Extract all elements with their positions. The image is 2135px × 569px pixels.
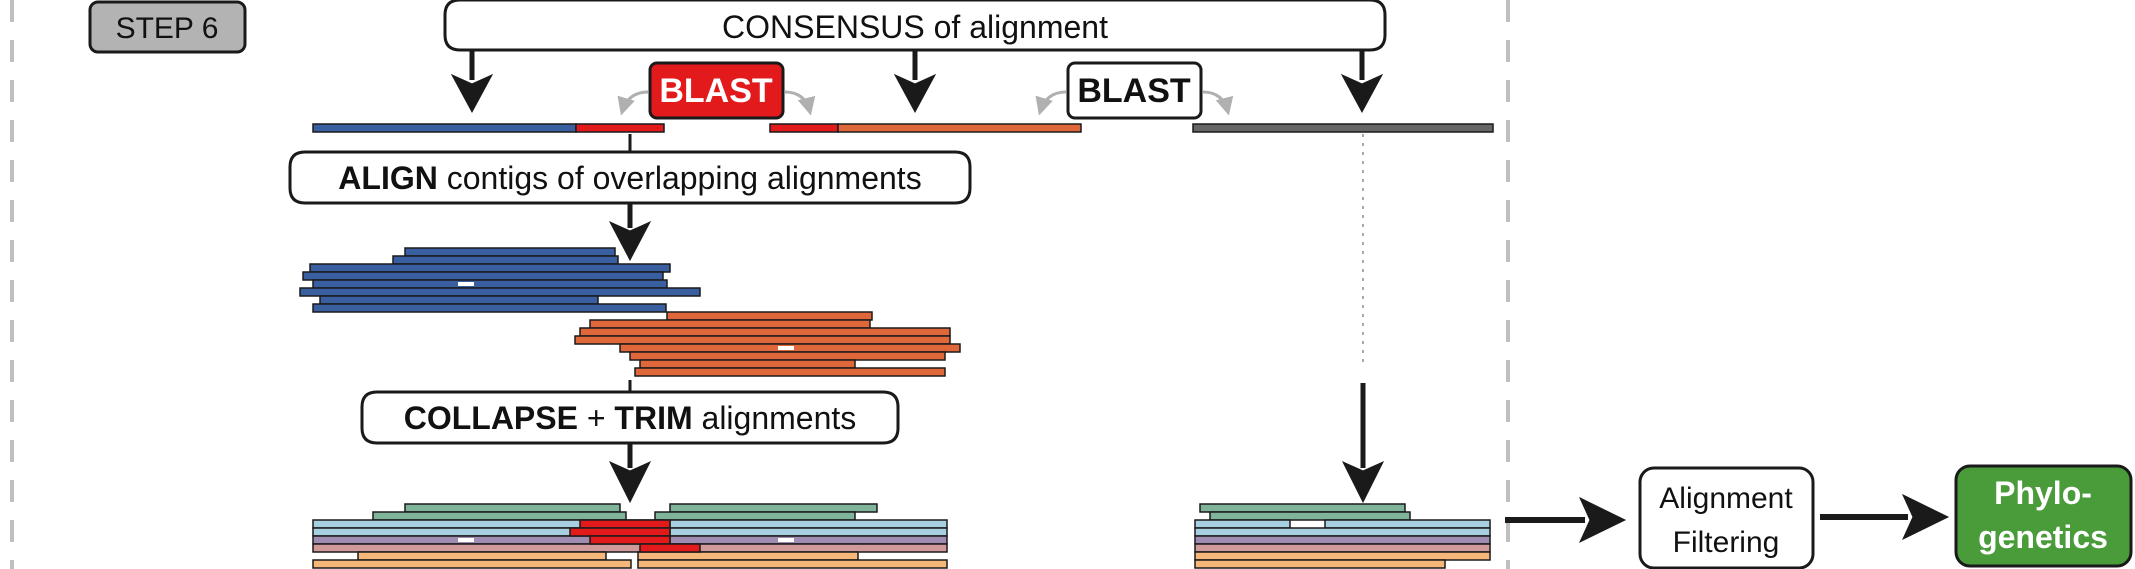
read bbox=[1194, 527, 1491, 537]
align-rest: contigs of overlapping alignments bbox=[438, 160, 922, 196]
read-gap bbox=[458, 282, 474, 286]
read-gap bbox=[458, 538, 474, 542]
collapse-bold1: COLLAPSE bbox=[404, 400, 578, 436]
red-patch bbox=[589, 535, 671, 545]
gray-path-arrow bbox=[1341, 383, 1385, 504]
blue-bar bbox=[312, 123, 577, 133]
read bbox=[302, 271, 664, 281]
read bbox=[312, 303, 667, 313]
read bbox=[669, 535, 948, 545]
arrow-to-phylo bbox=[1820, 493, 1950, 541]
read bbox=[637, 559, 948, 569]
read-gap bbox=[778, 346, 794, 350]
read bbox=[669, 519, 948, 529]
final-alignment-left bbox=[312, 503, 948, 569]
collapse-bold2: TRIM bbox=[614, 400, 692, 436]
read bbox=[312, 543, 667, 553]
read bbox=[357, 551, 607, 561]
read bbox=[1194, 559, 1446, 569]
blast-white-label: BLAST bbox=[1077, 72, 1191, 110]
read bbox=[404, 503, 621, 513]
arrow-to-filtering bbox=[1505, 496, 1627, 544]
collapse-box: COLLAPSE + TRIM alignments bbox=[360, 390, 900, 445]
read bbox=[574, 335, 951, 345]
filtering-line2: Filtering bbox=[1673, 526, 1780, 559]
blast-curved-arrows bbox=[617, 90, 1234, 116]
read bbox=[1324, 519, 1491, 529]
phylo-line1: Phylo- bbox=[1994, 475, 2092, 511]
consensus-arrows bbox=[450, 50, 1384, 114]
read bbox=[1209, 511, 1411, 521]
collapse-mid: + bbox=[578, 400, 614, 436]
step-label: STEP 6 bbox=[116, 12, 219, 45]
collapse-label: COLLAPSE + TRIM alignments bbox=[404, 400, 857, 436]
read bbox=[579, 327, 951, 337]
read bbox=[404, 247, 616, 257]
read bbox=[299, 287, 701, 297]
read bbox=[629, 351, 946, 361]
orange-bar bbox=[837, 123, 1082, 133]
read bbox=[1194, 543, 1491, 553]
collapse-rest: alignments bbox=[693, 400, 857, 436]
read bbox=[669, 543, 948, 553]
read bbox=[1194, 551, 1491, 561]
read bbox=[589, 319, 871, 329]
blue-contig bbox=[299, 247, 701, 313]
read bbox=[1199, 503, 1406, 513]
final-alignment-right bbox=[1194, 503, 1491, 569]
red-patch bbox=[639, 543, 701, 553]
step-badge: STEP 6 bbox=[88, 0, 247, 54]
consensus-box: CONSENSUS of alignment bbox=[443, 0, 1387, 52]
blast-red-box: BLAST bbox=[648, 61, 785, 120]
read bbox=[1194, 519, 1291, 529]
read bbox=[669, 503, 878, 513]
blast-red-label: BLAST bbox=[659, 72, 773, 110]
read bbox=[634, 367, 946, 377]
read bbox=[654, 511, 856, 521]
read-gap bbox=[778, 538, 794, 542]
consensus-label: CONSENSUS of alignment bbox=[722, 9, 1108, 45]
red-bar-right bbox=[769, 123, 839, 133]
red-patch bbox=[579, 519, 671, 529]
phylogenetics-box: Phylo- genetics bbox=[1954, 464, 2133, 568]
align-bold: ALIGN bbox=[338, 160, 438, 196]
filtering-line1: Alignment bbox=[1659, 482, 1793, 515]
collapse-arrow bbox=[608, 443, 652, 504]
read bbox=[309, 263, 671, 273]
orange-contig bbox=[574, 311, 961, 377]
blast-white-box: BLAST bbox=[1066, 61, 1203, 120]
align-arrow bbox=[608, 203, 652, 262]
read bbox=[669, 527, 948, 537]
red-bar-left bbox=[575, 123, 665, 133]
filtering-box: Alignment Filtering bbox=[1638, 466, 1815, 569]
read bbox=[666, 311, 873, 321]
read bbox=[637, 551, 859, 561]
read bbox=[392, 255, 619, 265]
read bbox=[639, 359, 856, 369]
read bbox=[1194, 535, 1491, 545]
read bbox=[372, 511, 627, 521]
red-patch bbox=[569, 527, 671, 537]
gray-bar bbox=[1192, 123, 1494, 133]
consensus-bars bbox=[312, 123, 1494, 133]
align-box: ALIGN contigs of overlapping alignments bbox=[288, 150, 972, 205]
read bbox=[312, 279, 668, 289]
read bbox=[319, 295, 599, 305]
phylo-line2: genetics bbox=[1978, 519, 2108, 555]
align-label: ALIGN contigs of overlapping alignments bbox=[338, 160, 921, 196]
read bbox=[312, 559, 632, 569]
